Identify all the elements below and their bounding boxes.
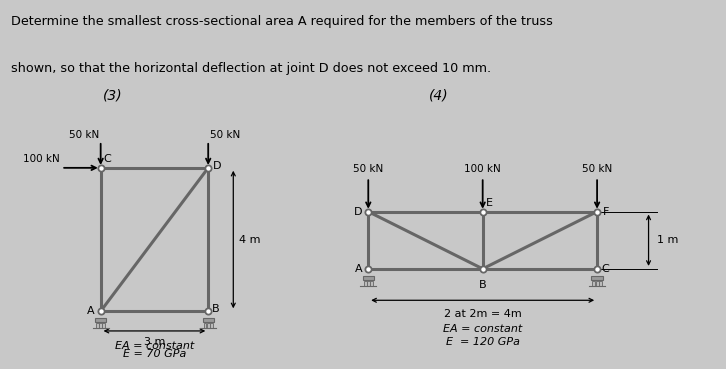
Text: C: C [602, 264, 609, 274]
Text: 3 m: 3 m [144, 337, 165, 347]
Text: 50 kN: 50 kN [582, 165, 612, 175]
Bar [203, 323, 206, 328]
Bar [592, 276, 603, 280]
Text: shown, so that the horizontal deflection at joint D does not exceed 10 mm.: shown, so that the horizontal deflection… [11, 62, 491, 75]
Text: (4): (4) [429, 89, 449, 103]
Text: EA = constant: EA = constant [443, 324, 522, 334]
Text: 1 m: 1 m [657, 235, 679, 245]
Bar [99, 323, 102, 328]
Text: 50 kN: 50 kN [210, 130, 240, 140]
Bar [599, 281, 602, 286]
Text: B: B [479, 280, 486, 290]
Bar [102, 323, 105, 328]
Text: 2 at 2m = 4m: 2 at 2m = 4m [444, 310, 521, 320]
Text: D: D [354, 207, 362, 217]
Bar [95, 318, 106, 322]
Text: EA = constant: EA = constant [115, 341, 194, 351]
Text: E: E [486, 198, 492, 208]
Text: 50 kN: 50 kN [69, 130, 99, 140]
Bar [203, 318, 213, 322]
Text: 50 kN: 50 kN [353, 165, 383, 175]
Bar [364, 281, 367, 286]
Text: (3): (3) [102, 89, 123, 103]
Text: 100 kN: 100 kN [465, 165, 501, 175]
Bar [367, 281, 370, 286]
Bar [595, 281, 598, 286]
Text: E = 70 GPa: E = 70 GPa [123, 349, 186, 359]
Bar [363, 276, 374, 280]
Bar [592, 281, 595, 286]
Text: D: D [213, 161, 221, 171]
Text: A: A [355, 264, 362, 274]
Text: C: C [104, 154, 111, 164]
Text: B: B [212, 304, 219, 314]
Bar [96, 323, 99, 328]
Text: A: A [86, 306, 94, 316]
Text: F: F [603, 207, 609, 217]
Text: E  = 120 GPa: E = 120 GPa [446, 338, 520, 348]
Bar [370, 281, 373, 286]
Bar [207, 323, 210, 328]
Bar [210, 323, 213, 328]
Text: 100 kN: 100 kN [23, 154, 60, 164]
Text: 4 m: 4 m [239, 235, 260, 245]
Text: Determine the smallest cross-sectional area A required for the members of the tr: Determine the smallest cross-sectional a… [11, 15, 552, 28]
